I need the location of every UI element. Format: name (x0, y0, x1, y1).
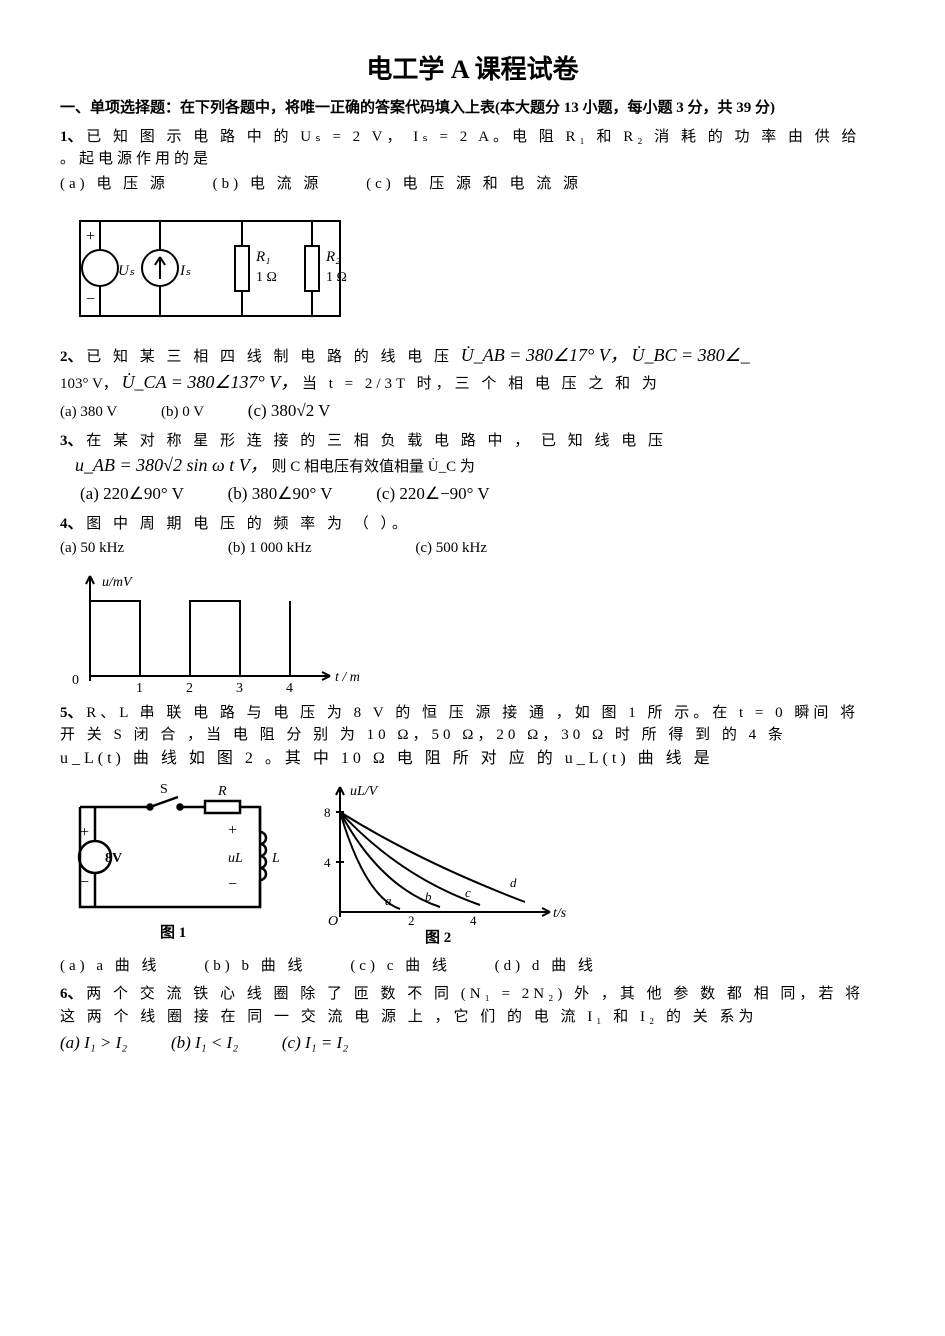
q5-fig1-caption: 图 1 (160, 924, 186, 941)
q1-opt-a: (a) 电 压 源 (60, 173, 169, 196)
q4-t3: 3 (236, 681, 243, 696)
q1-r1-val: 1 Ω (256, 270, 277, 285)
q1-r2-label: R₂ (325, 249, 340, 265)
q5-y8: 8 (324, 805, 331, 820)
question-4: 4、 图 中 周 期 电 压 的 频 率 为 （ ）。 (60, 513, 885, 536)
q4-t4: 4 (286, 681, 293, 696)
q2-ubc: U̇_BC = 380∠_ (632, 345, 750, 365)
svg-text:−: − (228, 876, 237, 893)
q5-curves-fig2: uL/V 8 4 O 2 4 t/s a b c d 图 2 (310, 777, 570, 947)
q2-uca: U̇_CA = 380∠137° V， (122, 372, 299, 392)
q6-options: (a) I₁ > I₂ (b) I₁ < I₂ (c) I₁ = I₂ (60, 1030, 885, 1056)
q2-opt-c: (c) 380√2 V (248, 398, 331, 424)
q4-opt-b: (b) 1 000 kHz (228, 537, 312, 560)
q3-options: (a) 220∠90° V (b) 380∠90° V (c) 220∠−90°… (80, 481, 885, 507)
q5-xt2: 2 (408, 913, 415, 928)
q4-xlab: t / ms (335, 670, 360, 685)
q1-num: 1、 (60, 129, 83, 145)
q2-opt-b: (b) 0 V (161, 401, 204, 424)
question-2: 2、 已 知 某 三 相 四 线 制 电 路 的 线 电 压 U̇_AB = 3… (60, 342, 885, 369)
q2-opt-a: (a) 380 V (60, 401, 117, 424)
q1-r2-val: 1 Ω (326, 270, 347, 285)
q5-l-label: L (271, 851, 280, 866)
q3-eq: u_AB = 380√2 sin ω t V， (75, 455, 268, 475)
q6-opt-b: (b) I₁ < I₂ (171, 1030, 238, 1056)
q5-fig2-ylab: uL/V (350, 784, 379, 799)
q5-8v: 8V (105, 851, 122, 866)
q2-options: (a) 380 V (b) 0 V (c) 380√2 V (60, 398, 885, 424)
q1-circuit-diagram: + − Uₛ Iₛ R₁ 1 Ω R₂ 1 Ω (60, 201, 360, 336)
svg-text:−: − (86, 291, 95, 308)
q6-opt-c: (c) I₁ = I₂ (282, 1030, 348, 1056)
page-title: 电工学 A 课程试卷 (60, 50, 885, 89)
q5-o: O (328, 914, 338, 929)
q5-num: 5、 (60, 705, 83, 721)
q2-tail: 当 t = 2/3T 时，三 个 相 电 压 之 和 为 (302, 376, 661, 392)
q5-ul-label: uL (228, 851, 243, 866)
q1-text: 已 知 图 示 电 路 中 的 Uₛ = 2 V， Iₛ = 2 A。电 阻 R… (60, 129, 861, 168)
question-5: 5、 R、L 串 联 电 路 与 电 压 为 8 V 的 恒 压 源 接 通 ，… (60, 702, 885, 747)
q4-origin: 0 (72, 673, 79, 688)
q5-circuit-fig1: S R + − 8V + − uL L 图 1 (60, 777, 290, 947)
q5-opt-d: (d) d 曲 线 (495, 955, 597, 978)
q2-103: 103° V， (60, 376, 118, 392)
q5-curve-c: c (465, 885, 471, 900)
q2-text-a: 已 知 某 三 相 四 线 制 电 路 的 线 电 压 (86, 349, 461, 365)
q4-text: 图 中 周 期 电 压 的 频 率 为 （ ）。 (86, 516, 411, 532)
q3-text: 在 某 对 称 星 形 连 接 的 三 相 负 载 电 路 中 ， 已 知 线 … (86, 433, 667, 449)
q1-opt-c: (c) 电 压 源 和 电 流 源 (366, 173, 582, 196)
q3-num: 3、 (60, 433, 83, 449)
q4-opt-a: (a) 50 kHz (60, 537, 124, 560)
q1-r1-label: R₁ (255, 249, 270, 265)
q4-options: (a) 50 kHz (b) 1 000 kHz (c) 500 kHz (60, 537, 885, 560)
q5-curve-a: a (385, 893, 392, 908)
q5-opt-a: (a) a 曲 线 (60, 955, 161, 978)
q5-curve-d: d (510, 875, 517, 890)
q5-r-label: R (217, 784, 227, 799)
q6-opt-a: (a) I₁ > I₂ (60, 1030, 127, 1056)
question-3: 3、 在 某 对 称 星 形 连 接 的 三 相 负 载 电 路 中 ， 已 知… (60, 430, 885, 453)
q3-eq-line: u_AB = 380√2 sin ω t V， 则 C 相电压有效值相量 U̇_… (60, 452, 885, 479)
q5-opt-c: (c) c 曲 线 (350, 955, 451, 978)
q5-fig2-caption: 图 2 (425, 929, 451, 946)
q4-waveform-diagram: u/mV t / ms 0 1 2 3 4 (60, 566, 360, 696)
q4-t2: 2 (186, 681, 193, 696)
q2-num: 2、 (60, 349, 83, 365)
svg-text:−: − (80, 874, 89, 891)
q5-opt-b: (b) b 曲 线 (204, 955, 306, 978)
q5-xt4: 4 (470, 913, 477, 928)
q2-line2: 103° V， U̇_CA = 380∠137° V， 当 t = 2/3T 时… (60, 369, 885, 396)
q1-us-label: Uₛ (118, 263, 135, 279)
q4-num: 4、 (60, 516, 83, 532)
q6-text: 两 个 交 流 铁 心 线 圈 除 了 匝 数 不 同 (N₁ = 2N₂) 外… (60, 986, 864, 1025)
q5-curve-b: b (425, 889, 432, 904)
q4-opt-c: (c) 500 kHz (415, 537, 487, 560)
q5-fig2-xlab: t/s (553, 906, 567, 921)
question-1: 1、 已 知 图 示 电 路 中 的 Uₛ = 2 V， Iₛ = 2 A。电 … (60, 126, 885, 171)
q3-tail: 则 C 相电压有效值相量 U̇_C 为 (271, 459, 474, 475)
q5-figures: S R + − 8V + − uL L 图 1 uL/V 8 4 O 2 4 t… (60, 771, 885, 953)
svg-text:+: + (80, 824, 89, 841)
svg-text:+: + (86, 228, 95, 245)
q3-opt-c: (c) 220∠−90° V (376, 481, 489, 507)
q5-s-label: S (160, 782, 168, 797)
q1-options: (a) 电 压 源 (b) 电 流 源 (c) 电 压 源 和 电 流 源 (60, 173, 885, 196)
q1-is-label: Iₛ (179, 263, 191, 279)
q3-opt-a: (a) 220∠90° V (80, 481, 184, 507)
q5-options: (a) a 曲 线 (b) b 曲 线 (c) c 曲 线 (d) d 曲 线 (60, 955, 885, 978)
question-6: 6、 两 个 交 流 铁 心 线 圈 除 了 匝 数 不 同 (N₁ = 2N₂… (60, 983, 885, 1028)
section-1-heading: 一、单项选择题：在下列各题中，将唯一正确的答案代码填入上表(本大题分 13 小题… (60, 97, 885, 120)
q6-num: 6、 (60, 986, 83, 1002)
q2-uab: U̇_AB = 380∠17° V， (461, 345, 628, 365)
q5-y4: 4 (324, 855, 331, 870)
svg-text:+: + (228, 822, 237, 839)
q5-text2: u_L(t) 曲 线 如 图 2 。其 中 10 Ω 电 阻 所 对 应 的 u… (60, 747, 885, 771)
q1-opt-b: (b) 电 流 源 (213, 173, 323, 196)
q3-opt-b: (b) 380∠90° V (228, 481, 333, 507)
q4-t1: 1 (136, 681, 143, 696)
q4-ylab: u/mV (102, 575, 133, 590)
q5-text1: R、L 串 联 电 路 与 电 压 为 8 V 的 恒 压 源 接 通 ，如 图… (60, 705, 859, 744)
